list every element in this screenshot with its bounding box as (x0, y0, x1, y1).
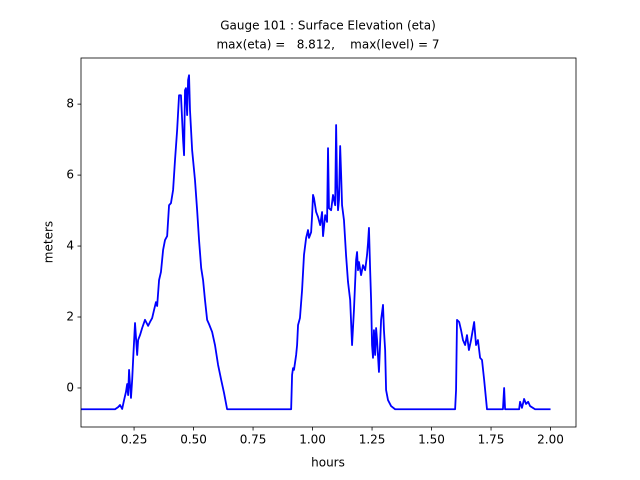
x-tick-label: 1.50 (418, 433, 445, 447)
chart-title: Gauge 101 : Surface Elevation (eta) (220, 19, 436, 33)
y-tick-label: 6 (66, 168, 74, 182)
y-tick-label: 0 (66, 380, 74, 394)
x-tick-label: 1.75 (478, 433, 505, 447)
y-tick-label: 2 (66, 310, 74, 324)
x-axis-label: hours (311, 456, 345, 470)
x-tick-label: 2.00 (537, 433, 564, 447)
x-tick-label: 1.25 (359, 433, 386, 447)
x-tick-label: 0.75 (240, 433, 267, 447)
chart-subtitle: max(eta) = 8.812, max(level) = 7 (216, 38, 439, 52)
x-tick-label: 1.00 (299, 433, 326, 447)
y-tick-label: 4 (66, 239, 74, 253)
x-tick-label: 0.25 (121, 433, 148, 447)
y-axis-label: meters (42, 221, 56, 263)
y-tick-label: 8 (66, 97, 74, 111)
x-tick-label: 0.50 (180, 433, 207, 447)
series-line (81, 74, 551, 411)
plot-frame (80, 57, 577, 428)
